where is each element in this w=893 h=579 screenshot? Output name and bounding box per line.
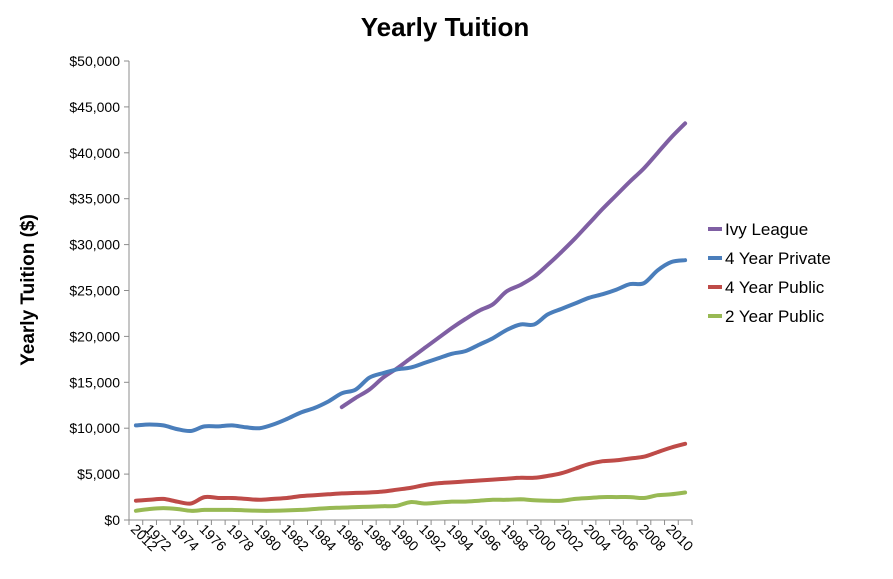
series-line-4-year-private <box>133 258 688 434</box>
series-line-ivy-league <box>339 121 688 410</box>
series-line-2-year-public <box>133 490 688 513</box>
chart-title: Yearly Tuition <box>361 12 530 42</box>
x-tick-label: 2008 <box>636 521 669 554</box>
x-tick-label: 1986 <box>334 521 367 554</box>
y-tick-label: $10,000 <box>69 420 120 436</box>
x-tick-label: 1976 <box>196 521 229 554</box>
x-tick-label: 1978 <box>224 521 257 554</box>
legend-item-label: Ivy League <box>725 220 808 239</box>
y-axis-ticks: $0 $5,000 $10,000 $15,000 $20,000 $25,000 $30,… <box>69 53 129 528</box>
x-tick-label: 1980 <box>251 521 284 554</box>
x-tick-label: 1998 <box>499 521 532 554</box>
y-tick-label: $40,000 <box>69 145 120 161</box>
x-axis-ticks: 1972197419761978198019821984198619881990… <box>128 520 697 554</box>
x-tick-label: 1992 <box>416 521 449 554</box>
x-tick-label: 1994 <box>444 521 477 554</box>
y-tick-label: $35,000 <box>69 191 120 207</box>
y-tick-label: $0 <box>104 512 120 528</box>
x-tick-label: 1990 <box>389 521 422 554</box>
y-tick-label: $15,000 <box>69 374 120 390</box>
series-lines <box>133 121 688 513</box>
x-tick-label: 1982 <box>279 521 312 554</box>
x-tick-label: 1974 <box>169 521 202 554</box>
y-tick-label: $20,000 <box>69 328 120 344</box>
y-axis-label: Yearly Tuition ($) <box>18 214 39 366</box>
legend-item-label: 4 Year Public <box>725 278 825 297</box>
x-tick-label: 1984 <box>306 521 339 554</box>
legend-item-label: 4 Year Private <box>725 249 831 268</box>
x-tick-label: 2002 <box>553 521 586 554</box>
y-tick-label: $50,000 <box>69 53 120 69</box>
y-tick-label: $25,000 <box>69 283 120 299</box>
x-tick-label: 1988 <box>361 521 394 554</box>
series-line-4-year-public <box>133 441 688 506</box>
y-tick-label: $45,000 <box>69 99 120 115</box>
x-tick-label: 2000 <box>526 521 559 554</box>
x-tick-label: 2006 <box>608 521 641 554</box>
x-tick-label: 2010 <box>663 521 696 554</box>
y-tick-label: $30,000 <box>69 237 120 253</box>
axes <box>128 61 692 521</box>
x-tick-label: 2004 <box>581 521 614 554</box>
x-tick-label: 1996 <box>471 521 504 554</box>
legend: Ivy League 4 Year Private 4 Year Public 2 Y… <box>708 220 831 326</box>
legend-item-label: 2 Year Public <box>725 307 825 326</box>
y-tick-label: $5,000 <box>77 466 120 482</box>
